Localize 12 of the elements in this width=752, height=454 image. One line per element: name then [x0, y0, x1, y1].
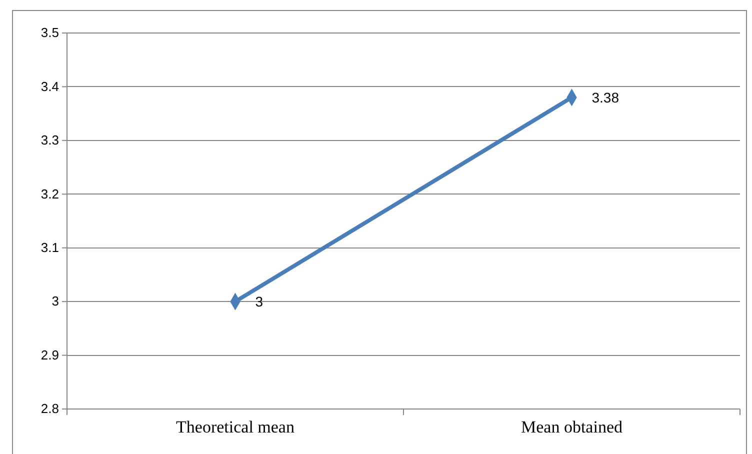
- y-tick-label: 3: [52, 294, 59, 309]
- data-label: 3: [255, 294, 264, 310]
- y-tick-label: 2.9: [40, 347, 59, 362]
- y-tick-label: 3.1: [40, 240, 59, 256]
- y-tick-label: 3.4: [40, 78, 59, 94]
- y-tick-label: 3.2: [40, 186, 59, 202]
- y-tick-label: 2.8: [40, 401, 59, 416]
- data-label: 3.38: [592, 89, 620, 106]
- y-tick-label: 3.5: [40, 25, 59, 40]
- x-tick-label: Theoretical mean: [176, 417, 295, 436]
- y-tick-label: 3.3: [40, 132, 59, 148]
- x-tick-label: Mean obtained: [521, 417, 623, 436]
